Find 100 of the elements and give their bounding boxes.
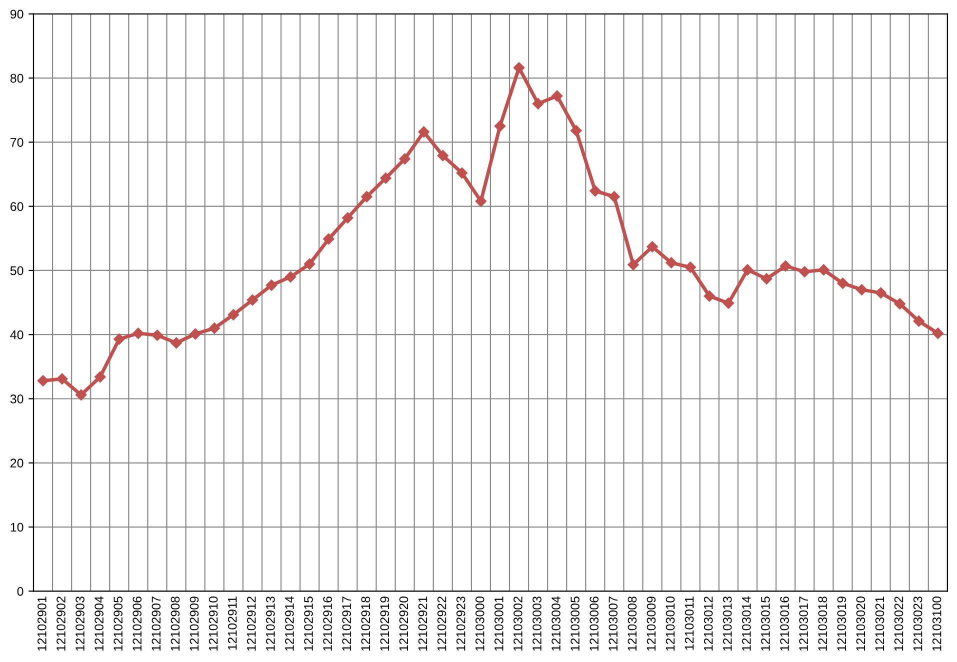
x-tick-label: 12103017 (799, 596, 808, 651)
point (75, 389, 87, 400)
x-tick-label: 12103011 (684, 596, 694, 650)
x-tick-label: 12103000 (475, 596, 484, 651)
point (284, 271, 296, 282)
point (380, 172, 392, 184)
point (932, 328, 944, 339)
x-tick-label: 12103007 (608, 596, 618, 651)
x-tick-label: 12103023 (913, 596, 922, 651)
x-tick-label: 12103004 (552, 596, 560, 651)
x-tick-label: 12102909 (190, 596, 199, 651)
point (266, 280, 278, 291)
point (208, 322, 220, 334)
point (170, 337, 182, 349)
point (837, 278, 848, 289)
point (304, 258, 316, 270)
point (628, 259, 639, 270)
point (704, 290, 716, 302)
point (132, 328, 144, 339)
point (799, 266, 810, 278)
x-tick-label: 12103002 (514, 596, 522, 651)
y-tick-label: 20 (10, 458, 24, 468)
y-tick-label: 70 (10, 138, 24, 147)
point (94, 371, 106, 383)
point (56, 373, 68, 384)
point (361, 191, 372, 202)
point (760, 273, 772, 284)
point (228, 309, 240, 320)
point (456, 167, 468, 179)
point (894, 298, 906, 310)
x-tick-label: 12102907 (152, 596, 161, 651)
x-tick-label: 12103009 (646, 596, 656, 651)
x-tick-label: 12103001 (494, 596, 504, 651)
point (818, 264, 830, 276)
x-tick-label: 12102918 (361, 596, 370, 651)
y-tick-label: 60 (10, 202, 24, 211)
x-tick-label: 12103020 (856, 596, 866, 651)
x-tick-label: 12103010 (666, 596, 675, 651)
point (437, 150, 448, 162)
x-tick-label: 12102923 (456, 596, 466, 651)
x-tick-label: 12102921 (418, 596, 428, 651)
point (552, 90, 563, 102)
point (190, 328, 201, 340)
point (590, 185, 601, 197)
x-tick-label: 12102905 (114, 596, 123, 651)
x-tick-label: 12102904 (94, 596, 104, 651)
point (722, 298, 734, 309)
x-tick-label: 12102912 (246, 596, 256, 651)
point (418, 126, 430, 138)
point (323, 233, 334, 245)
x-tick-label: 12103003 (532, 596, 542, 651)
x-tick-label: 12102919 (380, 596, 390, 651)
x-tick-label: 12102910 (208, 596, 218, 651)
point (37, 375, 49, 386)
point (875, 287, 886, 299)
x-tick-label: 12102902 (56, 596, 66, 651)
y-tick-label: 10 (10, 522, 24, 532)
x-tick-label: 12103018 (818, 596, 828, 651)
y-tick-label: 0 (17, 586, 24, 596)
point (646, 241, 658, 252)
x-tick-label: 12103014 (742, 596, 751, 651)
y-tick-label: 30 (10, 394, 24, 404)
x-tick-label: 12102906 (132, 596, 142, 651)
x-tick-label: 12103006 (590, 596, 599, 651)
point (856, 284, 868, 296)
point (114, 333, 125, 345)
y-tick-label: 90 (10, 10, 24, 19)
x-tick-label: 12103100 (932, 596, 942, 651)
point (494, 120, 506, 132)
point (913, 316, 924, 327)
point (399, 153, 410, 164)
x-tick-label: 12103016 (780, 596, 789, 651)
y-tick-label: 50 (10, 266, 24, 276)
point (570, 125, 582, 136)
x-tick-label: 12102920 (399, 596, 408, 651)
y-tick-label: 80 (10, 74, 24, 83)
point (742, 264, 754, 276)
x-tick-label: 12102914 (285, 596, 294, 651)
point (780, 260, 792, 272)
point (532, 98, 544, 110)
x-tick-label: 12103021 (875, 596, 884, 651)
x-tick-label: 12102915 (304, 596, 313, 651)
x-tick-label: 12102916 (323, 596, 332, 651)
point (513, 62, 525, 74)
x-tick-label: 12102911 (228, 596, 237, 650)
x-tick-label: 12102917 (342, 596, 352, 651)
x-tick-label: 12103022 (894, 596, 904, 651)
x-tick-label: 12102903 (76, 596, 84, 651)
x-tick-label: 12103005 (570, 596, 580, 651)
x-tick-label: 12102913 (266, 596, 275, 651)
point (666, 257, 677, 268)
point (475, 196, 487, 207)
x-tick-label: 12103015 (761, 596, 770, 651)
y-tick-label: 40 (10, 330, 24, 340)
x-tick-label: 12103019 (837, 596, 846, 651)
point (152, 330, 163, 341)
point (684, 262, 696, 273)
x-tick-label: 12102922 (437, 596, 446, 651)
x-tick-label: 12103012 (704, 596, 713, 651)
point (608, 191, 620, 202)
